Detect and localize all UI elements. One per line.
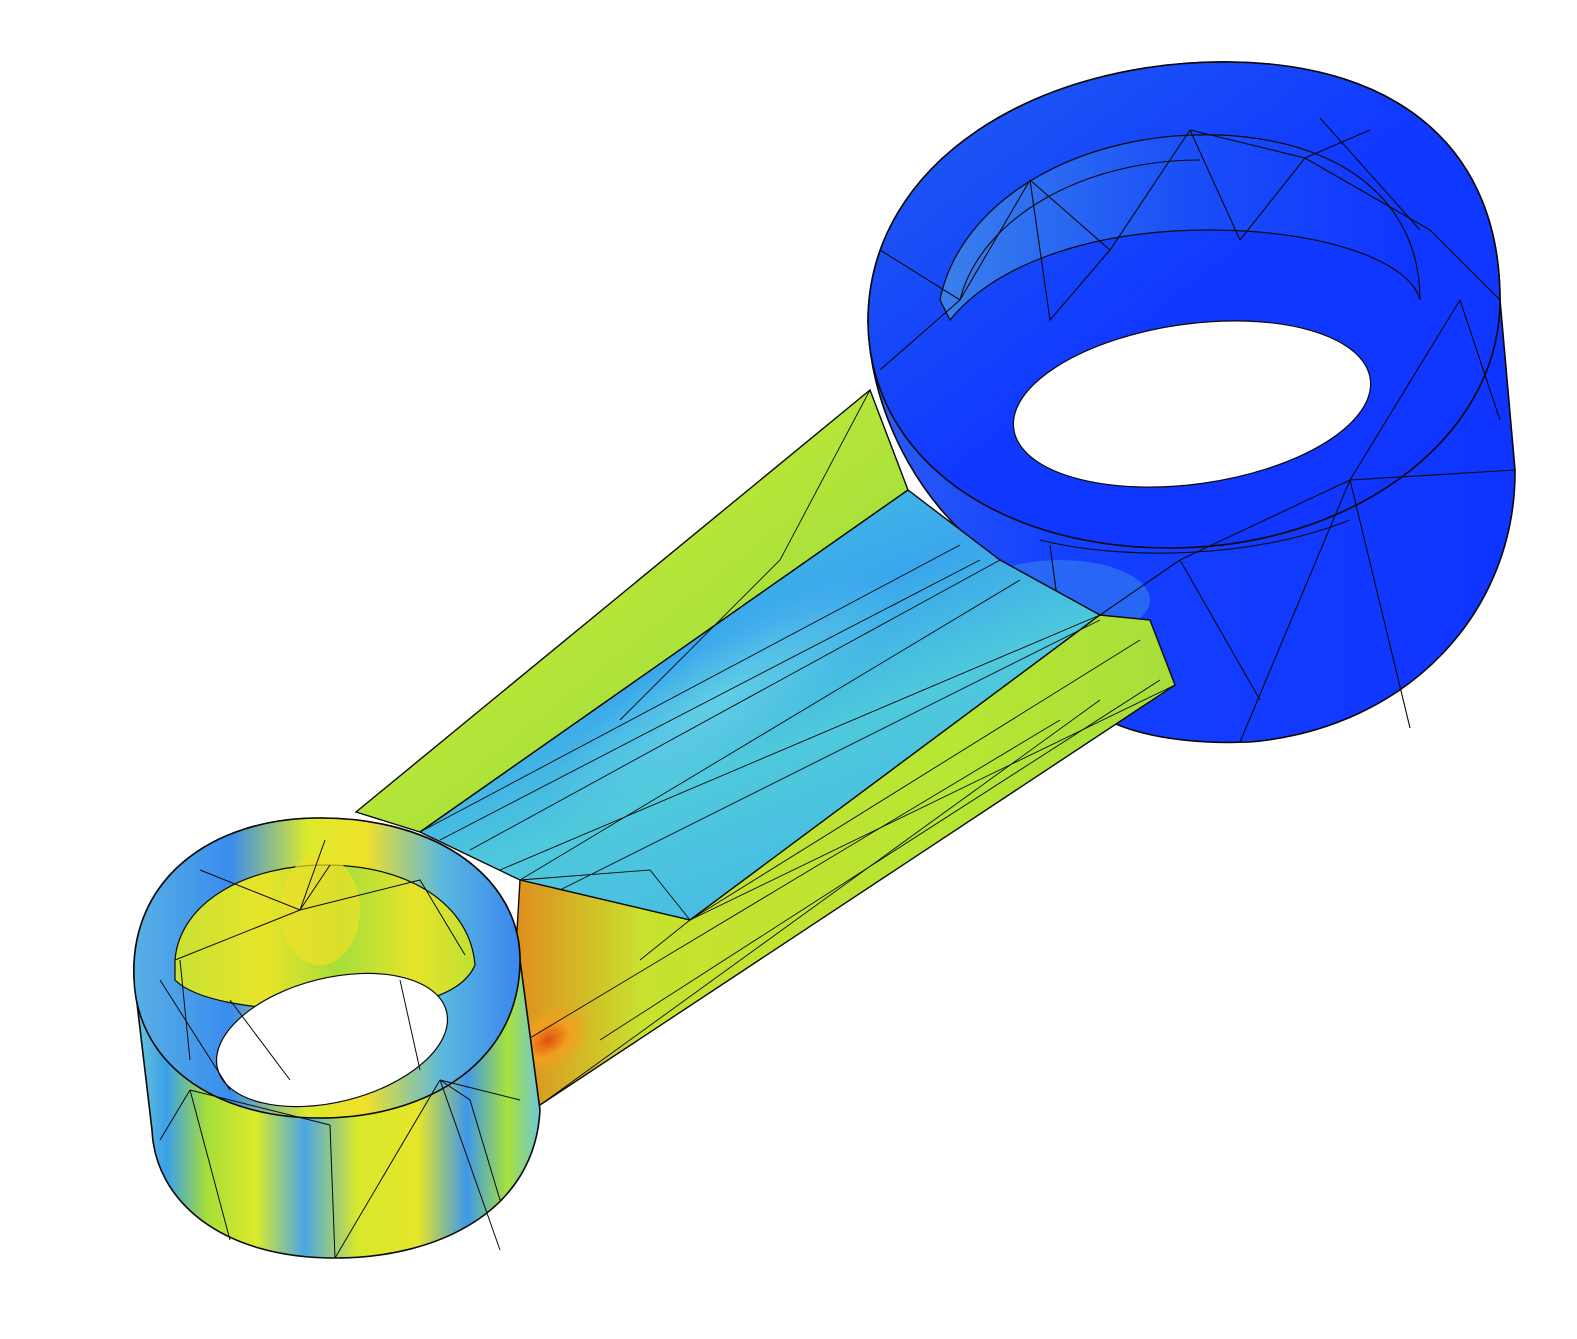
small-end-bore-hole <box>215 972 449 1108</box>
big-end <box>867 61 1516 744</box>
big-end-bore-hole <box>1012 320 1372 488</box>
big-end-bore-wall <box>939 134 1421 322</box>
rod-shank <box>354 388 1176 1107</box>
big-end-mesh <box>879 117 1516 743</box>
shank-mesh <box>419 389 1176 1106</box>
small-end <box>133 817 541 1259</box>
small-end-mesh <box>159 839 521 1259</box>
